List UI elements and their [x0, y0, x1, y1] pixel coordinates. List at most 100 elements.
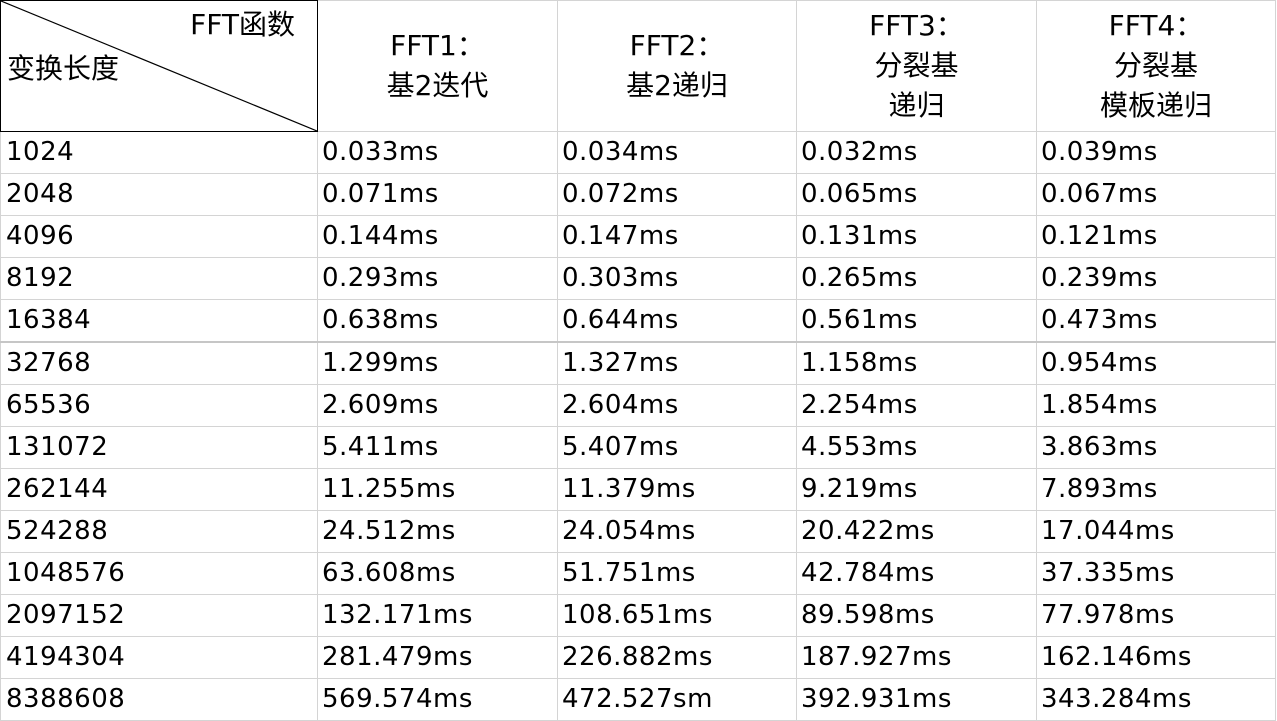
corner-top-label: FFT函数 [190, 8, 295, 41]
header-line: 分裂基 [1113, 49, 1198, 82]
fft1-cell[interactable]: 0.293ms [317, 257, 558, 300]
fft3-cell[interactable]: 0.561ms [796, 299, 1037, 343]
fft4-cell[interactable]: 7.893ms [1036, 468, 1276, 511]
table-row: 4096 0.144ms 0.147ms 0.131ms 0.121ms [0, 215, 1276, 258]
fft3-cell[interactable]: 89.598ms [796, 594, 1037, 637]
fft3-cell[interactable]: 4.553ms [796, 426, 1037, 469]
corner-header-cell[interactable]: FFT函数 变换长度 [0, 0, 318, 132]
table-row: 4194304 281.479ms 226.882ms 187.927ms 16… [0, 636, 1276, 679]
fft2-cell[interactable]: 0.147ms [557, 215, 797, 258]
fft3-cell[interactable]: 187.927ms [796, 636, 1037, 679]
fft2-cell[interactable]: 11.379ms [557, 468, 797, 511]
header-cell-fft4[interactable]: FFT4： 分裂基 模板递归 [1036, 0, 1276, 132]
fft1-cell[interactable]: 0.071ms [317, 173, 558, 216]
corner-bottom-label: 变换长度 [7, 52, 120, 85]
fft1-cell[interactable]: 11.255ms [317, 468, 558, 511]
header-line: FFT3： [869, 9, 964, 42]
header-line: 分裂基 [874, 49, 959, 82]
table-row: 262144 11.255ms 11.379ms 9.219ms 7.893ms [0, 468, 1276, 511]
fft1-cell[interactable]: 281.479ms [317, 636, 558, 679]
fft1-cell[interactable]: 569.574ms [317, 678, 558, 721]
length-cell[interactable]: 2097152 [0, 594, 318, 637]
length-cell[interactable]: 4194304 [0, 636, 318, 679]
fft4-cell[interactable]: 0.039ms [1036, 131, 1276, 174]
fft1-cell[interactable]: 63.608ms [317, 552, 558, 595]
fft1-cell[interactable]: 5.411ms [317, 426, 558, 469]
table-row: 524288 24.512ms 24.054ms 20.422ms 17.044… [0, 510, 1276, 553]
fft4-cell[interactable]: 1.854ms [1036, 384, 1276, 427]
fft2-cell[interactable]: 51.751ms [557, 552, 797, 595]
fft2-cell[interactable]: 0.072ms [557, 173, 797, 216]
fft3-cell[interactable]: 0.032ms [796, 131, 1037, 174]
fft4-cell[interactable]: 0.239ms [1036, 257, 1276, 300]
fft2-cell[interactable]: 2.604ms [557, 384, 797, 427]
fft3-cell[interactable]: 0.131ms [796, 215, 1037, 258]
length-cell[interactable]: 2048 [0, 173, 318, 216]
fft3-cell[interactable]: 1.158ms [796, 341, 1037, 385]
header-cell-fft3[interactable]: FFT3： 分裂基 递归 [796, 0, 1037, 132]
length-cell[interactable]: 1024 [0, 131, 318, 174]
table-row: 16384 0.638ms 0.644ms 0.561ms 0.473ms [0, 299, 1276, 343]
header-line: FFT2： [629, 29, 725, 62]
fft4-cell[interactable]: 0.067ms [1036, 173, 1276, 216]
fft3-cell[interactable]: 2.254ms [796, 384, 1037, 427]
fft1-cell[interactable]: 132.171ms [317, 594, 558, 637]
table-row: 131072 5.411ms 5.407ms 4.553ms 3.863ms [0, 426, 1276, 469]
header-cell-fft1[interactable]: FFT1： 基2迭代 [317, 0, 558, 132]
fft1-cell[interactable]: 0.033ms [317, 131, 558, 174]
table-row: 65536 2.609ms 2.604ms 2.254ms 1.854ms [0, 384, 1276, 427]
fft4-cell[interactable]: 0.121ms [1036, 215, 1276, 258]
length-cell[interactable]: 524288 [0, 510, 318, 553]
fft2-cell[interactable]: 0.644ms [557, 299, 797, 343]
fft3-cell[interactable]: 0.065ms [796, 173, 1037, 216]
fft1-cell[interactable]: 1.299ms [317, 341, 558, 385]
fft3-cell[interactable]: 9.219ms [796, 468, 1037, 511]
fft3-cell[interactable]: 20.422ms [796, 510, 1037, 553]
fft1-cell[interactable]: 2.609ms [317, 384, 558, 427]
fft3-cell[interactable]: 0.265ms [796, 257, 1037, 300]
fft2-cell[interactable]: 1.327ms [557, 341, 797, 385]
fft1-cell[interactable]: 0.144ms [317, 215, 558, 258]
length-cell[interactable]: 16384 [0, 299, 318, 343]
header-line: FFT4： [1108, 9, 1204, 42]
fft2-cell[interactable]: 0.034ms [557, 131, 797, 174]
table-row: 1048576 63.608ms 51.751ms 42.784ms 37.33… [0, 552, 1276, 595]
fft4-cell[interactable]: 0.473ms [1036, 299, 1276, 343]
fft4-cell[interactable]: 37.335ms [1036, 552, 1276, 595]
fft4-cell[interactable]: 3.863ms [1036, 426, 1276, 469]
table-row: 2048 0.071ms 0.072ms 0.065ms 0.067ms [0, 173, 1276, 216]
fft4-cell[interactable]: 162.146ms [1036, 636, 1276, 679]
length-cell[interactable]: 4096 [0, 215, 318, 258]
length-cell[interactable]: 1048576 [0, 552, 318, 595]
fft2-cell[interactable]: 0.303ms [557, 257, 797, 300]
fft4-cell[interactable]: 0.954ms [1036, 341, 1276, 385]
table-row: 32768 1.299ms 1.327ms 1.158ms 0.954ms [0, 341, 1276, 385]
fft2-cell[interactable]: 5.407ms [557, 426, 797, 469]
fft4-cell[interactable]: 343.284ms [1036, 678, 1276, 721]
length-cell[interactable]: 131072 [0, 426, 318, 469]
fft4-cell[interactable]: 17.044ms [1036, 510, 1276, 553]
fft3-cell[interactable]: 42.784ms [796, 552, 1037, 595]
fft1-cell[interactable]: 0.638ms [317, 299, 558, 343]
table-row: 1024 0.033ms 0.034ms 0.032ms 0.039ms [0, 131, 1276, 174]
fft2-cell[interactable]: 226.882ms [557, 636, 797, 679]
fft3-cell[interactable]: 392.931ms [796, 678, 1037, 721]
length-cell[interactable]: 8192 [0, 257, 318, 300]
header-line: 模板递归 [1099, 89, 1212, 122]
length-cell[interactable]: 8388608 [0, 678, 318, 721]
fft1-cell[interactable]: 24.512ms [317, 510, 558, 553]
header-row: FFT函数 变换长度 FFT1： 基2迭代 FFT2： 基2递归 FFT3： 分… [0, 0, 1276, 132]
fft2-cell[interactable]: 24.054ms [557, 510, 797, 553]
fft4-cell[interactable]: 77.978ms [1036, 594, 1276, 637]
length-cell[interactable]: 65536 [0, 384, 318, 427]
length-cell[interactable]: 32768 [0, 341, 318, 385]
table-row: 8192 0.293ms 0.303ms 0.265ms 0.239ms [0, 257, 1276, 300]
header-line: 基2迭代 [386, 69, 489, 102]
length-cell[interactable]: 262144 [0, 468, 318, 511]
header-line: 递归 [888, 89, 945, 122]
header-cell-fft2[interactable]: FFT2： 基2递归 [557, 0, 797, 132]
fft2-cell[interactable]: 472.527sm [557, 678, 797, 721]
diagonal-divider [1, 1, 317, 131]
fft2-cell[interactable]: 108.651ms [557, 594, 797, 637]
